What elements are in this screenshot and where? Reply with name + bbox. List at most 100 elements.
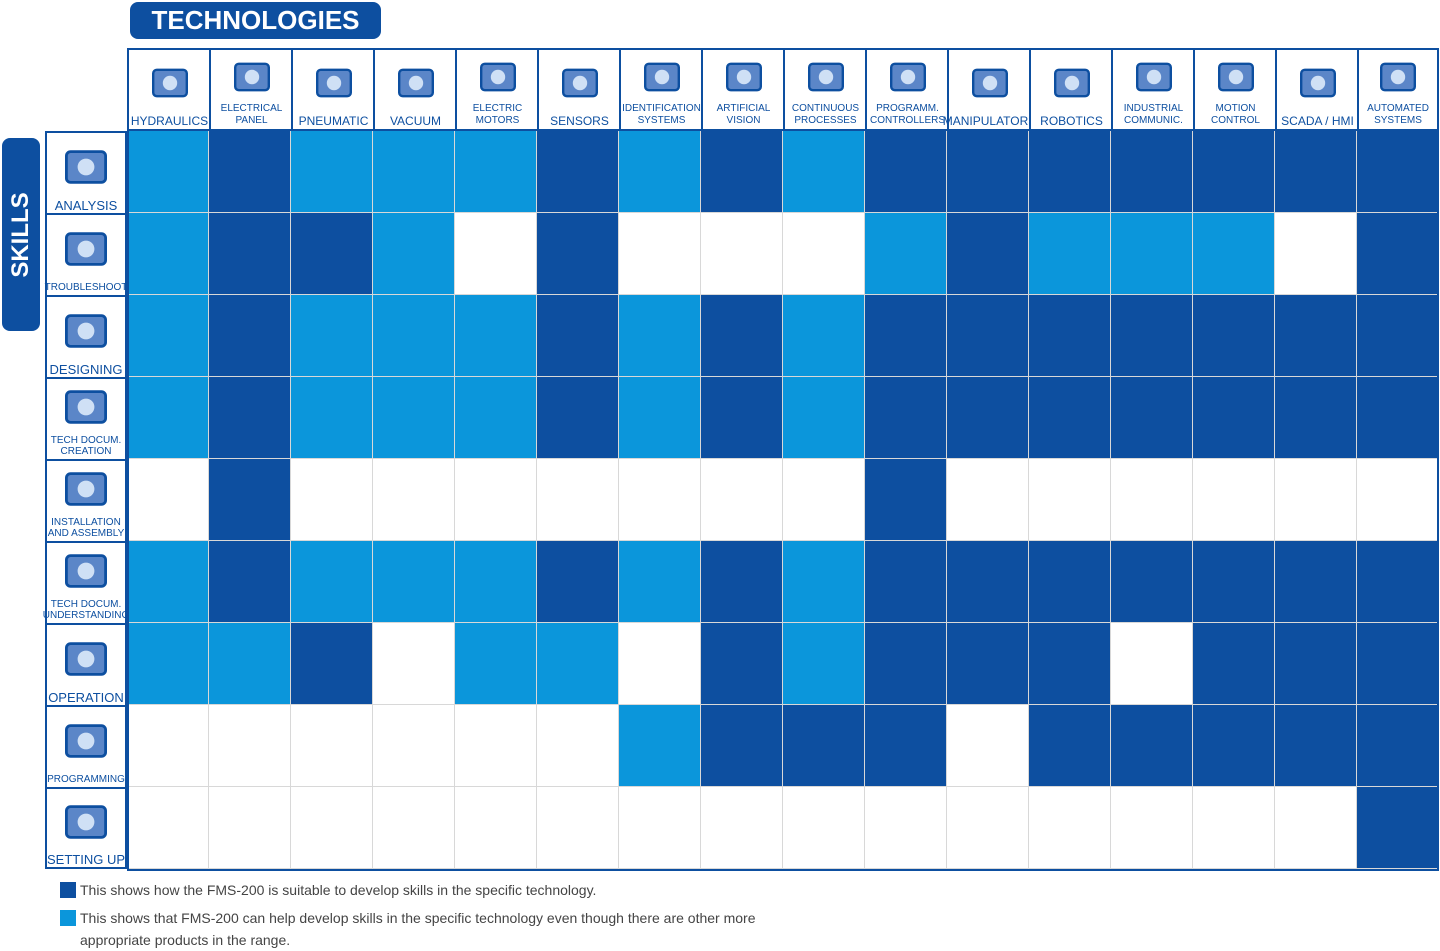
- column-header: ELECTRIC MOTORS: [455, 48, 538, 131]
- matrix-cell: [1275, 705, 1357, 787]
- matrix-cell: [373, 623, 455, 705]
- icon: [561, 68, 598, 97]
- matrix-cell: [373, 459, 455, 541]
- icon: [1380, 62, 1416, 91]
- matrix-cell: [537, 541, 619, 623]
- icon: [889, 62, 926, 91]
- matrix-cell: [209, 295, 291, 377]
- icon: [315, 68, 352, 97]
- matrix-cell: [701, 377, 783, 459]
- matrix-cell: [209, 623, 291, 705]
- matrix-cell: [619, 541, 701, 623]
- matrix-cell: [537, 295, 619, 377]
- matrix-cell: [619, 787, 701, 869]
- matrix-cell: [455, 131, 537, 213]
- legend-text: This shows how the FMS-200 is suitable t…: [80, 882, 597, 898]
- matrix-cell: [865, 623, 947, 705]
- matrix-cell: [1029, 377, 1111, 459]
- matrix-cell: [127, 377, 209, 459]
- matrix-cell: [619, 131, 701, 213]
- icon-box: [1277, 50, 1358, 115]
- matrix-cell: [783, 705, 865, 787]
- matrix-cell: [1111, 541, 1193, 623]
- matrix-cell: [291, 295, 373, 377]
- matrix-cell: [537, 705, 619, 787]
- icon: [65, 149, 107, 184]
- column-header: PROGRAMM. CONTROLLERS: [865, 48, 948, 131]
- matrix-cell: [701, 705, 783, 787]
- icon: [1135, 62, 1172, 91]
- matrix-cell: [701, 459, 783, 541]
- icon-box: [47, 543, 125, 599]
- matrix-cell: [783, 623, 865, 705]
- matrix-cell: [373, 377, 455, 459]
- matrix-cell: [455, 623, 537, 705]
- matrix-cell: [1275, 787, 1357, 869]
- row-header: TECH DOCUM. CREATION: [45, 377, 127, 459]
- column-header: PNEUMATIC: [291, 48, 374, 131]
- matrix-cell: [1111, 131, 1193, 213]
- matrix-cell: [619, 705, 701, 787]
- icon: [151, 68, 188, 97]
- matrix-cell: [701, 131, 783, 213]
- row-label: ANALYSIS: [54, 198, 118, 213]
- matrix-cell: [701, 295, 783, 377]
- matrix-cell: [455, 541, 537, 623]
- matrix-cell: [1357, 705, 1439, 787]
- matrix-cell: [209, 377, 291, 459]
- matrix-cell: [1029, 623, 1111, 705]
- matrix-cell: [373, 541, 455, 623]
- matrix-cell: [1193, 295, 1275, 377]
- matrix-cell: [127, 131, 209, 213]
- matrix-cell: [1193, 705, 1275, 787]
- row-label: TROUBLESHOOT: [44, 282, 128, 293]
- matrix-cell: [537, 131, 619, 213]
- matrix-cell: [865, 459, 947, 541]
- row-label: OPERATION: [48, 690, 124, 705]
- matrix-cell: [127, 295, 209, 377]
- column-label: AUTOMATED SYSTEMS: [1367, 103, 1429, 126]
- row-label: INSTALLATION AND ASSEMBLY: [47, 517, 125, 539]
- icon-box: [703, 50, 784, 103]
- matrix-cell: [1275, 459, 1357, 541]
- skills-title: SKILLS: [7, 191, 34, 278]
- icon: [397, 68, 434, 97]
- column-header: ELECTRICAL PANEL: [209, 48, 292, 131]
- matrix-cell: [291, 705, 373, 787]
- row-header: ANALYSIS: [45, 131, 127, 213]
- matrix-cell: [455, 787, 537, 869]
- column-label: ROBOTICS: [1040, 114, 1103, 128]
- matrix-cell: [127, 459, 209, 541]
- matrix-cell: [127, 623, 209, 705]
- matrix-cell: [373, 295, 455, 377]
- matrix-cell: [865, 377, 947, 459]
- column-header: SCADA / HMI: [1275, 48, 1358, 131]
- matrix-cell: [701, 623, 783, 705]
- icon: [479, 62, 516, 91]
- matrix-cell: [209, 213, 291, 295]
- matrix-cell: [947, 787, 1029, 869]
- icon-box: [293, 50, 374, 115]
- matrix-cell: [1275, 541, 1357, 623]
- matrix-cell: [373, 131, 455, 213]
- icon-box: [1031, 50, 1112, 115]
- matrix-cell: [783, 459, 865, 541]
- matrix-cell: [947, 213, 1029, 295]
- row-label: TECH DOCUM. CREATION: [50, 435, 122, 457]
- matrix-cell: [291, 377, 373, 459]
- matrix-cell: [1029, 787, 1111, 869]
- icon: [807, 62, 844, 91]
- row-label: TECH DOCUM. UNDERSTANDING: [42, 599, 130, 621]
- icon: [971, 68, 1008, 97]
- matrix-cell: [1357, 541, 1439, 623]
- icon-box: [1195, 50, 1276, 103]
- column-label: ELECTRICAL PANEL: [220, 103, 283, 126]
- matrix-cell: [1357, 131, 1439, 213]
- column-header: ARTIFICIAL VISION: [701, 48, 784, 131]
- matrix-cell: [1193, 459, 1275, 541]
- matrix-cell: [947, 295, 1029, 377]
- column-label: SCADA / HMI: [1281, 114, 1354, 128]
- column-header: MANIPULATORS: [943, 48, 1036, 131]
- column-label: SENSORS: [550, 114, 609, 128]
- matrix-cell: [1193, 213, 1275, 295]
